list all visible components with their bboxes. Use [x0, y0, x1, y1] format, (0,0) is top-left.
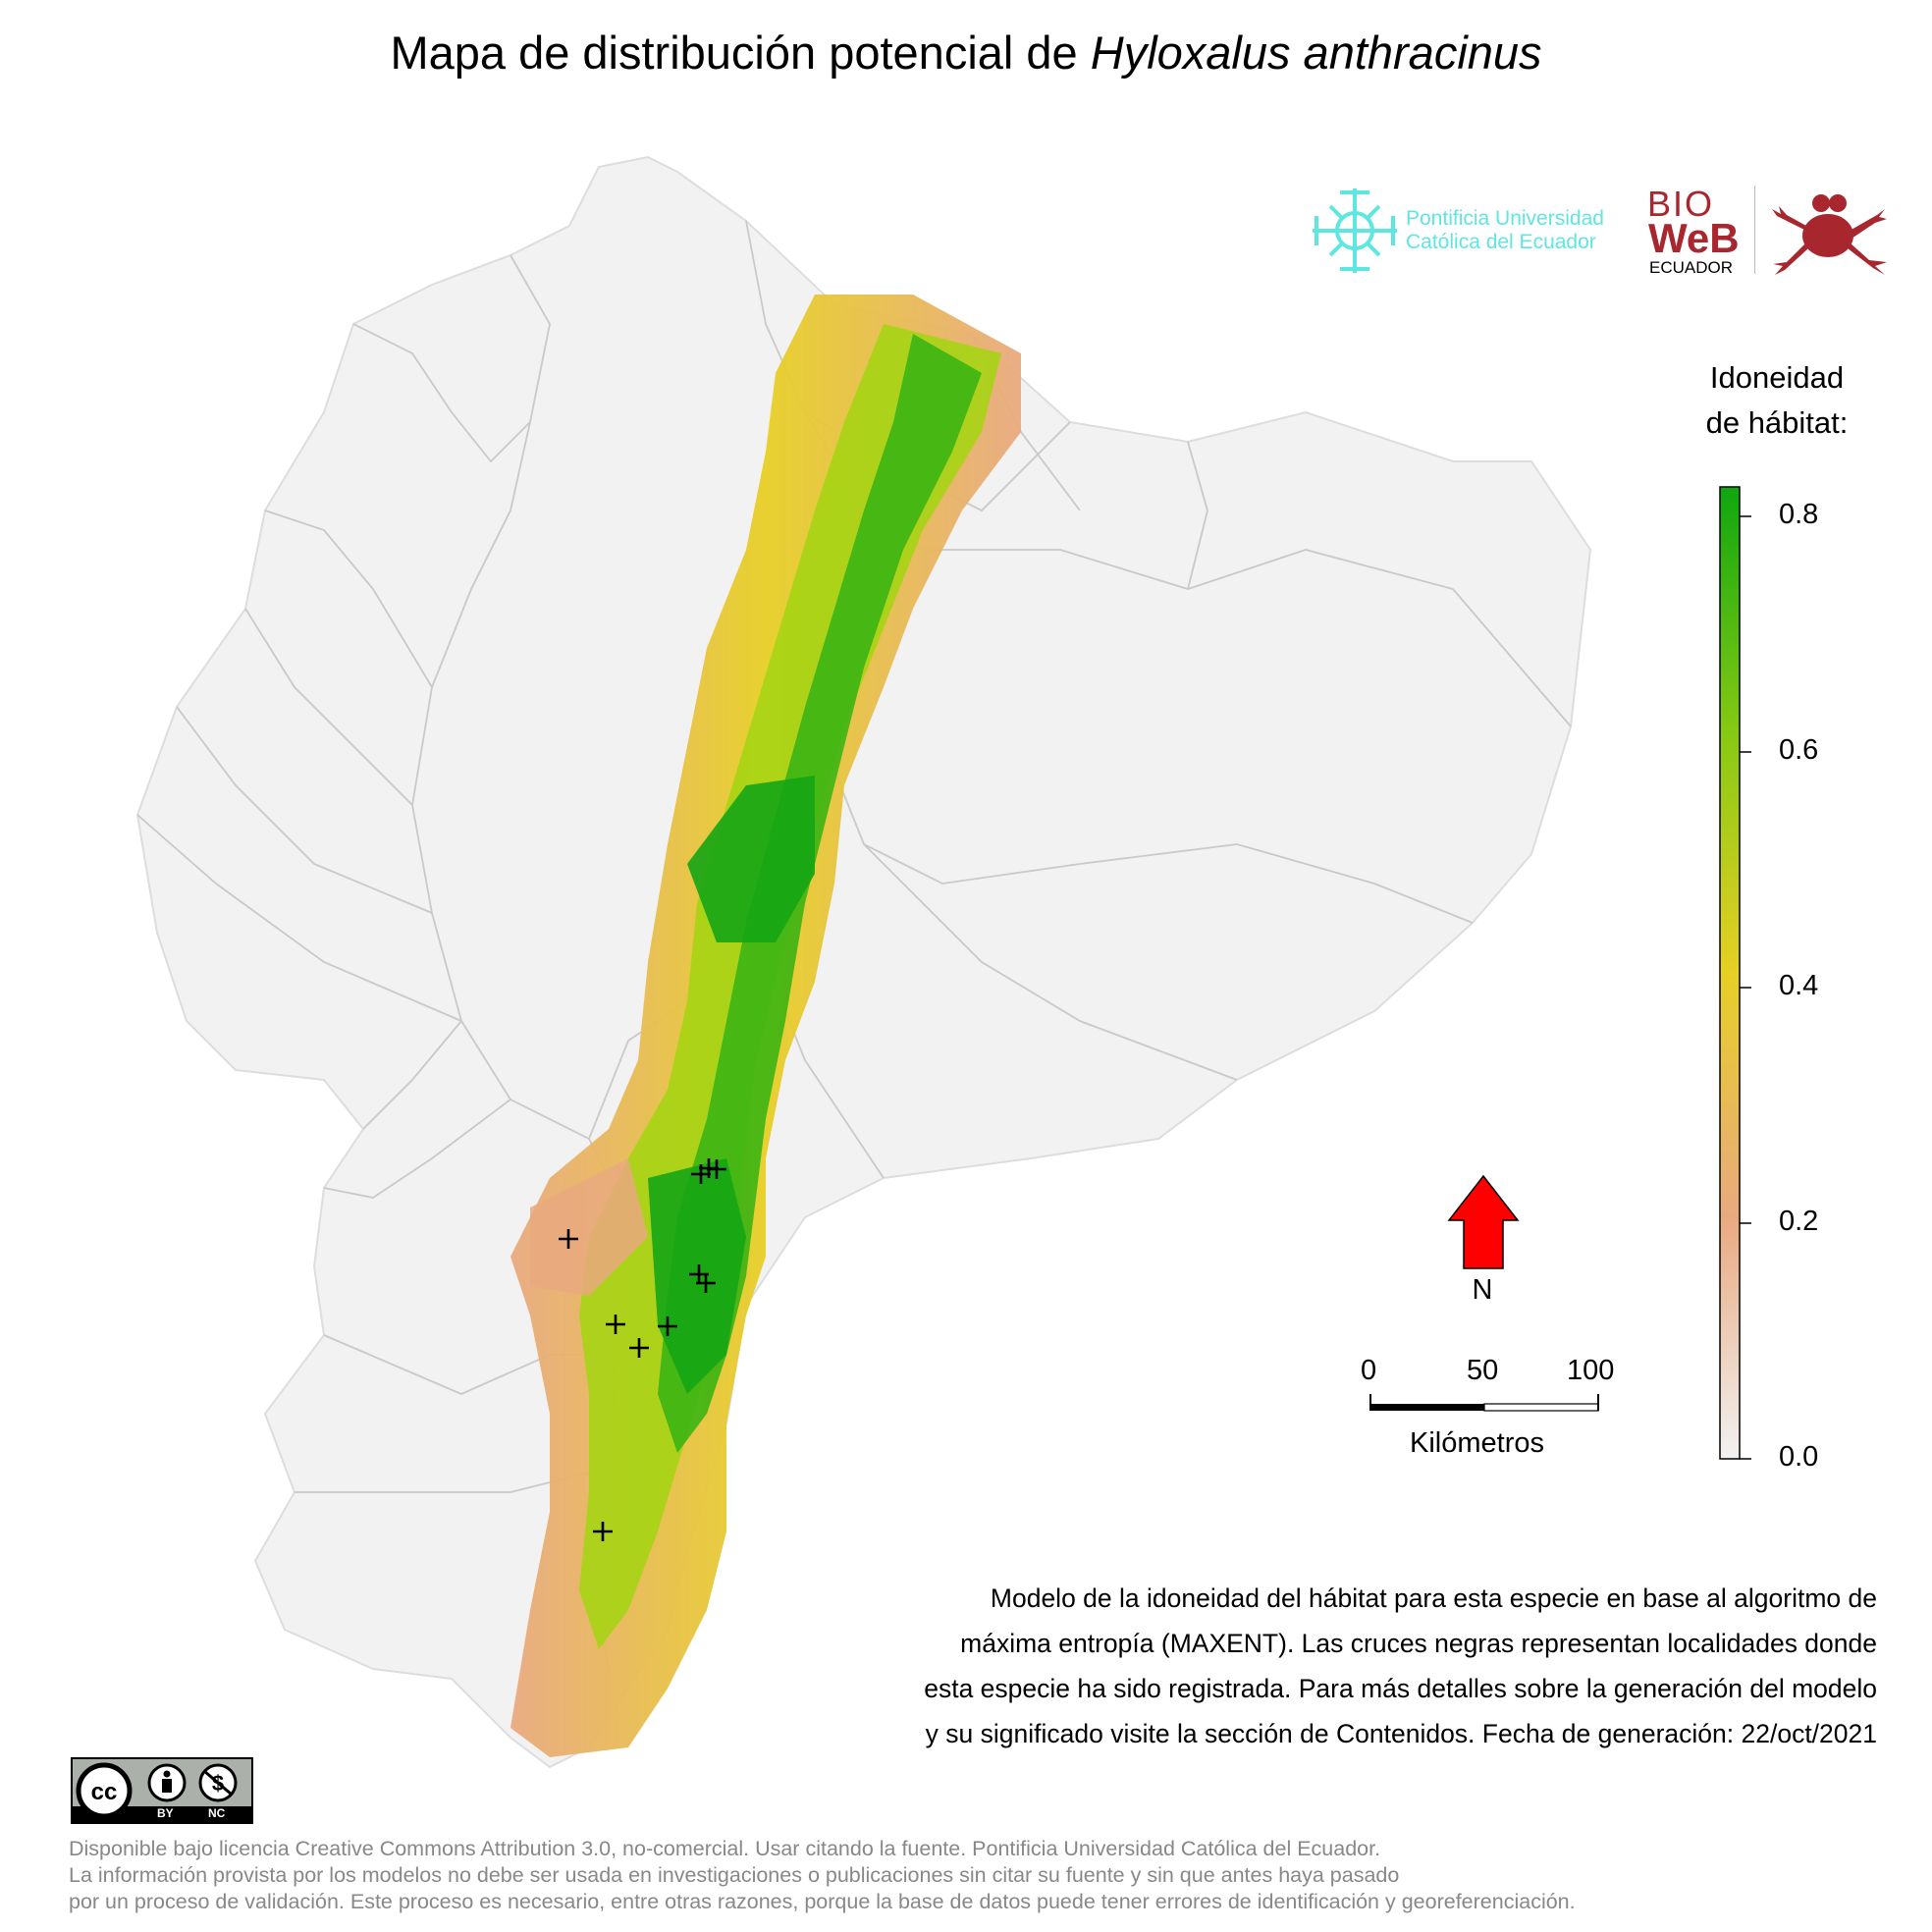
scale-label: 50 — [1467, 1355, 1499, 1386]
occurrence-marker — [696, 1273, 716, 1293]
frog-icon — [1772, 194, 1887, 275]
puce-logo-text: Pontificia Universidad Católica del Ecua… — [1406, 207, 1604, 253]
scale-unit: Kilómetros — [1410, 1427, 1544, 1459]
occurrence-marker — [593, 1522, 613, 1541]
bioweb-logo-country: ECUADOR — [1649, 258, 1734, 277]
habitat-suitability-layer — [510, 295, 1021, 1757]
north-arrow-icon — [1447, 1174, 1520, 1269]
cc-by-label: BY — [157, 1806, 174, 1820]
scale-bar-graphic — [1369, 1394, 1599, 1412]
legend-tick-label: 0.8 — [1779, 499, 1819, 530]
nc-icon: $ — [198, 1763, 238, 1802]
occurrence-marker — [606, 1315, 625, 1334]
scale-label: 100 — [1567, 1355, 1615, 1386]
legend-ticks — [1740, 515, 1751, 1460]
legend-tick-label: 0.4 — [1779, 970, 1819, 1001]
occurrence-marker — [629, 1338, 649, 1358]
cc-icon: cc — [76, 1762, 133, 1819]
occurrence-marker — [559, 1229, 578, 1249]
map-title: Mapa de distribución potencial de Hyloxa… — [390, 27, 1542, 79]
scale-label: 0 — [1361, 1355, 1377, 1386]
license-footer: Disponible bajo licencia Creative Common… — [69, 1837, 1576, 1913]
legend-tick-label: 0.6 — [1779, 734, 1819, 766]
legend-tick-label: 0.0 — [1779, 1441, 1819, 1473]
puce-logo-icon — [1313, 188, 1397, 273]
bioweb-logo-web: WeB — [1648, 215, 1740, 261]
cc-nc-label: NC — [208, 1806, 226, 1820]
legend-color-bar — [1719, 486, 1741, 1460]
occurrence-marker — [658, 1316, 677, 1336]
cc-license-badge[interactable]: cc $ BY NC — [71, 1757, 253, 1824]
map-caption: Modelo de la idoneidad del hábitat para … — [924, 1583, 1877, 1748]
bioweb-logo-bio: BIO — [1647, 184, 1715, 224]
legend-title: Idoneidad de hábitat: — [1705, 360, 1849, 440]
by-icon — [147, 1763, 187, 1802]
svg-text:cc: cc — [91, 1779, 118, 1805]
occurrence-markers — [559, 1158, 726, 1541]
bioweb-logo: BIO WeB ECUADOR — [1644, 182, 1890, 280]
ecuador-outline — [135, 155, 1592, 1769]
occurrence-marker — [707, 1159, 726, 1179]
legend-tick-label: 0.2 — [1779, 1206, 1819, 1237]
north-arrow-label: N — [1472, 1274, 1493, 1306]
species-name: Hyloxalus anthracinus — [1090, 27, 1542, 79]
